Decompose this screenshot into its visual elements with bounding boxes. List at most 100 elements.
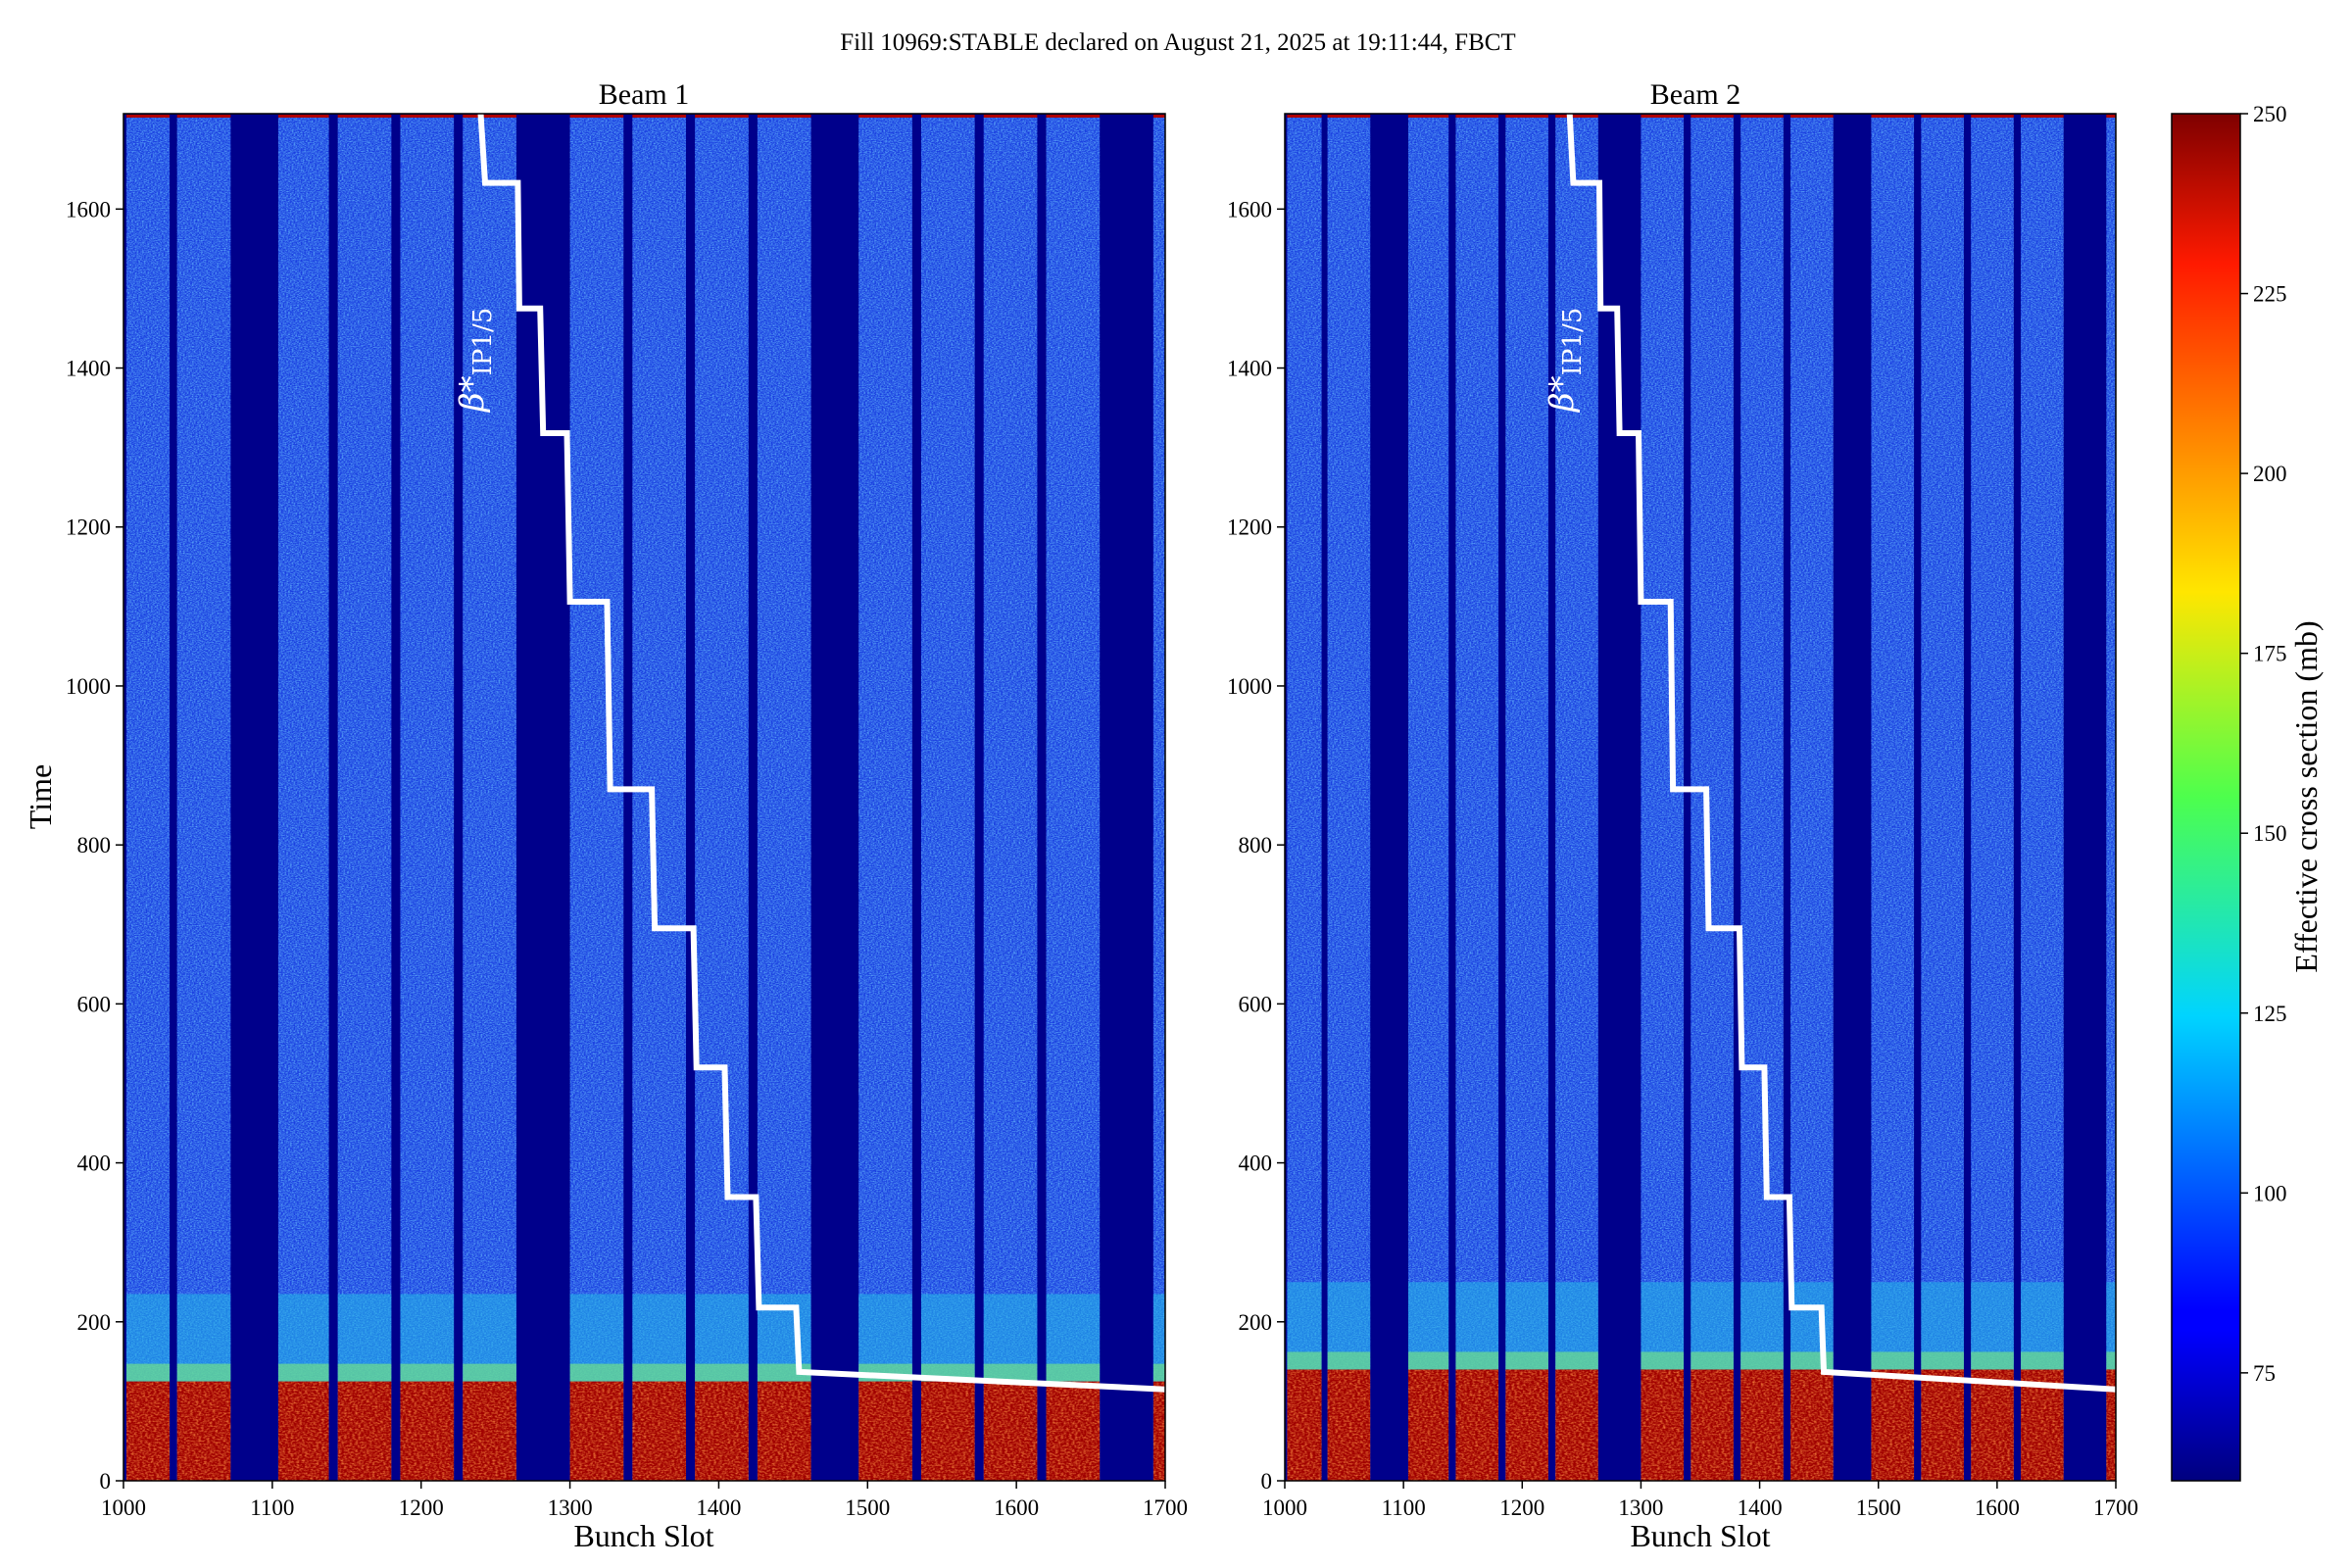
train-noise <box>400 118 455 1481</box>
train-high-noise <box>1505 1369 1548 1481</box>
filled-bunch-train <box>2106 115 2116 1481</box>
train-noise <box>1921 118 1964 1481</box>
beam-2-beta-symbol: β* <box>1543 375 1582 414</box>
x-tick-label: 1000 <box>101 1495 146 1520</box>
train-high-noise <box>1790 1369 1834 1481</box>
filled-bunch-train <box>1152 115 1165 1481</box>
filled-bunch-train <box>1046 115 1101 1481</box>
colorbar-tick-label: 200 <box>2253 462 2287 486</box>
filled-bunch-train <box>757 115 811 1481</box>
filled-bunch-train <box>858 115 912 1481</box>
train-noise <box>1327 118 1371 1481</box>
beam-2-x-ticks: 1000 1100 1200 1300 1400 1500 1600 1700 <box>1262 1481 2138 1520</box>
x-tick-label: 1700 <box>2093 1495 2138 1520</box>
train-noise <box>1152 118 1165 1481</box>
beam-1-y-ticks: 0 200 400 600 800 1000 1200 1400 1600 <box>66 197 123 1494</box>
train-high-noise <box>569 1381 624 1481</box>
train-transition-edge <box>1971 1351 2014 1370</box>
beam-1-ylabel: Time <box>23 764 58 829</box>
colorbar-label: Effective cross section (mb) <box>2288 620 2324 972</box>
train-top-strip <box>176 115 231 118</box>
x-tick-label: 1000 <box>1262 1495 1307 1520</box>
x-tick-label: 1200 <box>1499 1495 1544 1520</box>
train-top-strip <box>983 115 1038 118</box>
train-transition-edge <box>1455 1351 1499 1370</box>
filled-bunch-train <box>463 115 516 1481</box>
train-transition-edge <box>632 1363 687 1382</box>
y-tick-label: 800 <box>1239 833 1273 858</box>
train-high-noise <box>1690 1369 1734 1481</box>
x-tick-label: 1300 <box>548 1495 593 1520</box>
train-high-noise <box>337 1381 392 1481</box>
train-top-strip <box>400 115 455 118</box>
train-transition-edge <box>1871 1351 1915 1370</box>
train-top-strip <box>277 115 329 118</box>
train-noise <box>1690 118 1734 1481</box>
train-top-strip <box>1740 115 1784 118</box>
train-high-noise <box>176 1381 231 1481</box>
filled-bunch-train <box>632 115 687 1481</box>
beam-1-title: Beam 1 <box>599 78 689 111</box>
train-top-strip <box>337 115 392 118</box>
train-high-noise <box>1407 1369 1449 1481</box>
beam-1-panel: Beam 1 β*IP1/5 1000 1100 1200 1300 1400 1500 1… <box>23 78 1188 1553</box>
train-high-noise <box>983 1381 1038 1481</box>
train-noise <box>1046 118 1101 1481</box>
colorbar-ticks: 75 100 125 150 175 200 225 250 <box>2240 102 2287 1386</box>
train-high-noise <box>1641 1369 1685 1481</box>
train-high-noise <box>1555 1369 1598 1481</box>
train-high-noise <box>126 1381 171 1481</box>
beam-2-beta-subscript: IP1/5 <box>1558 308 1588 376</box>
train-transition-edge <box>1740 1351 1784 1370</box>
y-tick-label: 400 <box>1239 1152 1273 1176</box>
beam-2-panel: Beam 2 β*IP1/5 1000 1100 1200 1300 1400 1500 1… <box>1227 78 2138 1553</box>
train-transition-edge <box>695 1363 749 1382</box>
train-top-strip <box>2021 115 2064 118</box>
train-noise <box>858 118 912 1481</box>
x-tick-label: 1200 <box>399 1495 444 1520</box>
filled-bunch-train <box>1641 115 1685 1481</box>
train-noise <box>1740 118 1784 1481</box>
train-high-noise <box>1152 1381 1165 1481</box>
train-top-strip <box>2106 115 2116 118</box>
filled-bunch-train <box>400 115 455 1481</box>
beam-2-beta-line <box>1566 113 2117 1393</box>
train-top-strip <box>1971 115 2014 118</box>
beam-2-y-ticks: 0 200 400 600 800 1000 1200 1400 1600 <box>1227 197 1285 1494</box>
train-noise <box>2021 118 2064 1481</box>
train-high-noise <box>1046 1381 1101 1481</box>
train-transition-edge <box>1327 1351 1371 1370</box>
colorbar-tick-label: 150 <box>2253 821 2287 846</box>
train-transition-edge <box>569 1363 624 1382</box>
train-high-noise <box>920 1381 975 1481</box>
train-transition-edge <box>176 1363 231 1382</box>
colorbar-tick-label: 250 <box>2253 102 2287 126</box>
train-top-strip <box>757 115 811 118</box>
train-noise <box>337 118 392 1481</box>
filled-bunch-train <box>569 115 624 1481</box>
train-transition-edge <box>1641 1351 1685 1370</box>
train-transition-edge <box>1407 1351 1449 1370</box>
train-high-noise <box>2106 1369 2116 1481</box>
colorbar-tick-label: 225 <box>2253 282 2287 307</box>
train-noise <box>176 118 231 1481</box>
train-transition-edge <box>1790 1351 1834 1370</box>
train-transition-edge <box>463 1363 516 1382</box>
filled-bunch-train <box>1327 115 1371 1481</box>
filled-bunch-train <box>277 115 329 1481</box>
colorbar: 75 100 125 150 175 200 225 250 Effective cross … <box>2171 102 2324 1482</box>
filled-bunch-train <box>920 115 975 1481</box>
train-noise <box>1555 118 1598 1481</box>
train-top-strip <box>126 115 171 118</box>
train-transition-edge <box>1690 1351 1734 1370</box>
train-high-noise <box>1871 1369 1915 1481</box>
train-noise <box>1287 118 1322 1481</box>
beta-star-line <box>477 113 1166 1393</box>
train-noise <box>277 118 329 1481</box>
y-tick-label: 1200 <box>1227 515 1272 540</box>
train-transition-edge <box>1505 1351 1548 1370</box>
train-top-strip <box>1455 115 1499 118</box>
colorbar-gradient <box>2171 113 2241 1482</box>
beam-1-x-ticks: 1000 1100 1200 1300 1400 1500 1600 1700 <box>101 1481 1188 1520</box>
train-top-strip <box>1641 115 1685 118</box>
